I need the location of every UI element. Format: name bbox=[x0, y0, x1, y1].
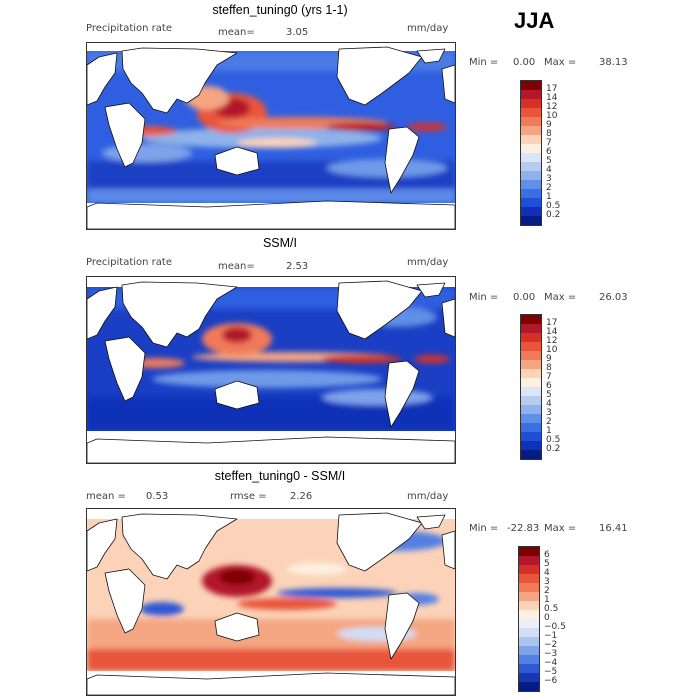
panel1-cb-label: 3 bbox=[546, 174, 552, 184]
panel3-cb-label: 0 bbox=[544, 613, 550, 623]
panel1-mean-value: 3.05 bbox=[286, 27, 309, 38]
panel3-cb-label: −4 bbox=[544, 658, 558, 668]
panel1-mean-label: mean= bbox=[218, 27, 255, 38]
panel3-cb-label: 5 bbox=[544, 559, 550, 569]
panel3-colorbar bbox=[518, 546, 540, 692]
panel3-max-label: Max = bbox=[544, 523, 577, 534]
panel1-cb-label: 0.2 bbox=[546, 210, 561, 220]
panel1-cb-label: 5 bbox=[546, 156, 552, 166]
panel2-cb-label: 2 bbox=[546, 417, 552, 427]
panel2-cb-label: 7 bbox=[546, 372, 552, 382]
panel3-min-value: -22.83 bbox=[507, 523, 540, 534]
panel3-cb-label: −3 bbox=[544, 649, 558, 659]
panel3-cb-label: 0.5 bbox=[544, 604, 559, 614]
panel3-max-value: 16.41 bbox=[599, 523, 628, 534]
panel1-cb-label: 0.5 bbox=[546, 201, 561, 211]
panel3-map-svg bbox=[87, 509, 455, 695]
panel2-colorbar bbox=[520, 314, 542, 460]
panel1-cb-label: 10 bbox=[546, 111, 558, 121]
panel1-cb-label: 7 bbox=[546, 138, 552, 148]
panel2-cb-label: 9 bbox=[546, 354, 552, 364]
panel2-cb-label: 8 bbox=[546, 363, 552, 373]
panel2-cb-label: 6 bbox=[546, 381, 552, 391]
panel3-mean-label: mean = bbox=[86, 491, 126, 502]
panel3-cb-label: 1 bbox=[544, 595, 550, 605]
panel3-cb-label: −6 bbox=[544, 676, 558, 686]
panel2-cb-label: 14 bbox=[546, 327, 558, 337]
panel3-cb-label: 4 bbox=[544, 568, 550, 578]
panel2-cb-label: 17 bbox=[546, 318, 558, 328]
panel1-min-value: 0.00 bbox=[513, 57, 536, 68]
panel2-mean-value: 2.53 bbox=[286, 261, 309, 272]
panel1-title: steffen_tuning0 (yrs 1-1) bbox=[212, 3, 348, 17]
panel3-cb-label: −2 bbox=[544, 640, 558, 650]
panel1-cb-label: 4 bbox=[546, 165, 552, 175]
panel1-cb-label: 14 bbox=[546, 93, 558, 103]
panel1-variable-label: Precipitation rate bbox=[86, 23, 172, 34]
panel1-cb-label: 6 bbox=[546, 147, 552, 157]
panel2-units: mm/day bbox=[407, 257, 449, 268]
season-label: JJA bbox=[514, 8, 555, 33]
panel2-cb-label: 3 bbox=[546, 408, 552, 418]
panel1-cb-label: 8 bbox=[546, 129, 552, 139]
panel3-rmse-value: 2.26 bbox=[290, 491, 313, 502]
panel1-min-label: Min = bbox=[469, 57, 499, 68]
panel2-cb-label: 10 bbox=[546, 345, 558, 355]
panel3-cb-label: 2 bbox=[544, 586, 550, 596]
panel2-min-value: 0.00 bbox=[513, 292, 536, 303]
panel2-cb-label: 4 bbox=[546, 399, 552, 409]
panel3-cb-label: 6 bbox=[544, 550, 550, 560]
panel1-units: mm/day bbox=[407, 23, 449, 34]
panel2-min-label: Min = bbox=[469, 292, 499, 303]
panel3-mean-value: 0.53 bbox=[146, 491, 169, 502]
panel1-colorbar bbox=[520, 80, 542, 226]
panel1-map-svg bbox=[87, 43, 455, 229]
panel3-title: steffen_tuning0 - SSM/I bbox=[214, 469, 346, 483]
panel3-rmse-label: rmse = bbox=[230, 491, 267, 502]
panel3-min-label: Min = bbox=[469, 523, 499, 534]
panel2-mean-label: mean= bbox=[218, 261, 255, 272]
panel2-cb-label: 0.2 bbox=[546, 444, 561, 454]
panel1-max-label: Max = bbox=[544, 57, 577, 68]
panel3-cb-label: −0.5 bbox=[544, 622, 566, 632]
panel3-cb-label: −5 bbox=[544, 667, 558, 677]
panel3-map bbox=[86, 508, 456, 696]
panel2-cb-label: 0.5 bbox=[546, 435, 561, 445]
panel1-map bbox=[86, 42, 456, 230]
panel1-cb-label: 17 bbox=[546, 84, 558, 94]
panel1-cb-label: 2 bbox=[546, 183, 552, 193]
panel2-title: SSM/I bbox=[262, 236, 298, 250]
panel1-cb-label: 9 bbox=[546, 120, 552, 130]
panel2-max-value: 26.03 bbox=[599, 292, 628, 303]
panel3-units: mm/day bbox=[407, 491, 449, 502]
panel2-max-label: Max = bbox=[544, 292, 577, 303]
panel3-cb-label: 3 bbox=[544, 577, 550, 587]
panel1-cb-label: 12 bbox=[546, 102, 558, 112]
panel1-cb-label: 1 bbox=[546, 192, 552, 202]
panel2-cb-label: 12 bbox=[546, 336, 558, 346]
panel2-cb-label: 1 bbox=[546, 426, 552, 436]
panel2-map-svg bbox=[87, 277, 455, 463]
panel2-map bbox=[86, 276, 456, 464]
panel2-variable-label: Precipitation rate bbox=[86, 257, 172, 268]
panel1-max-value: 38.13 bbox=[599, 57, 628, 68]
panel3-cb-label: −1 bbox=[544, 631, 558, 641]
panel2-cb-label: 5 bbox=[546, 390, 552, 400]
